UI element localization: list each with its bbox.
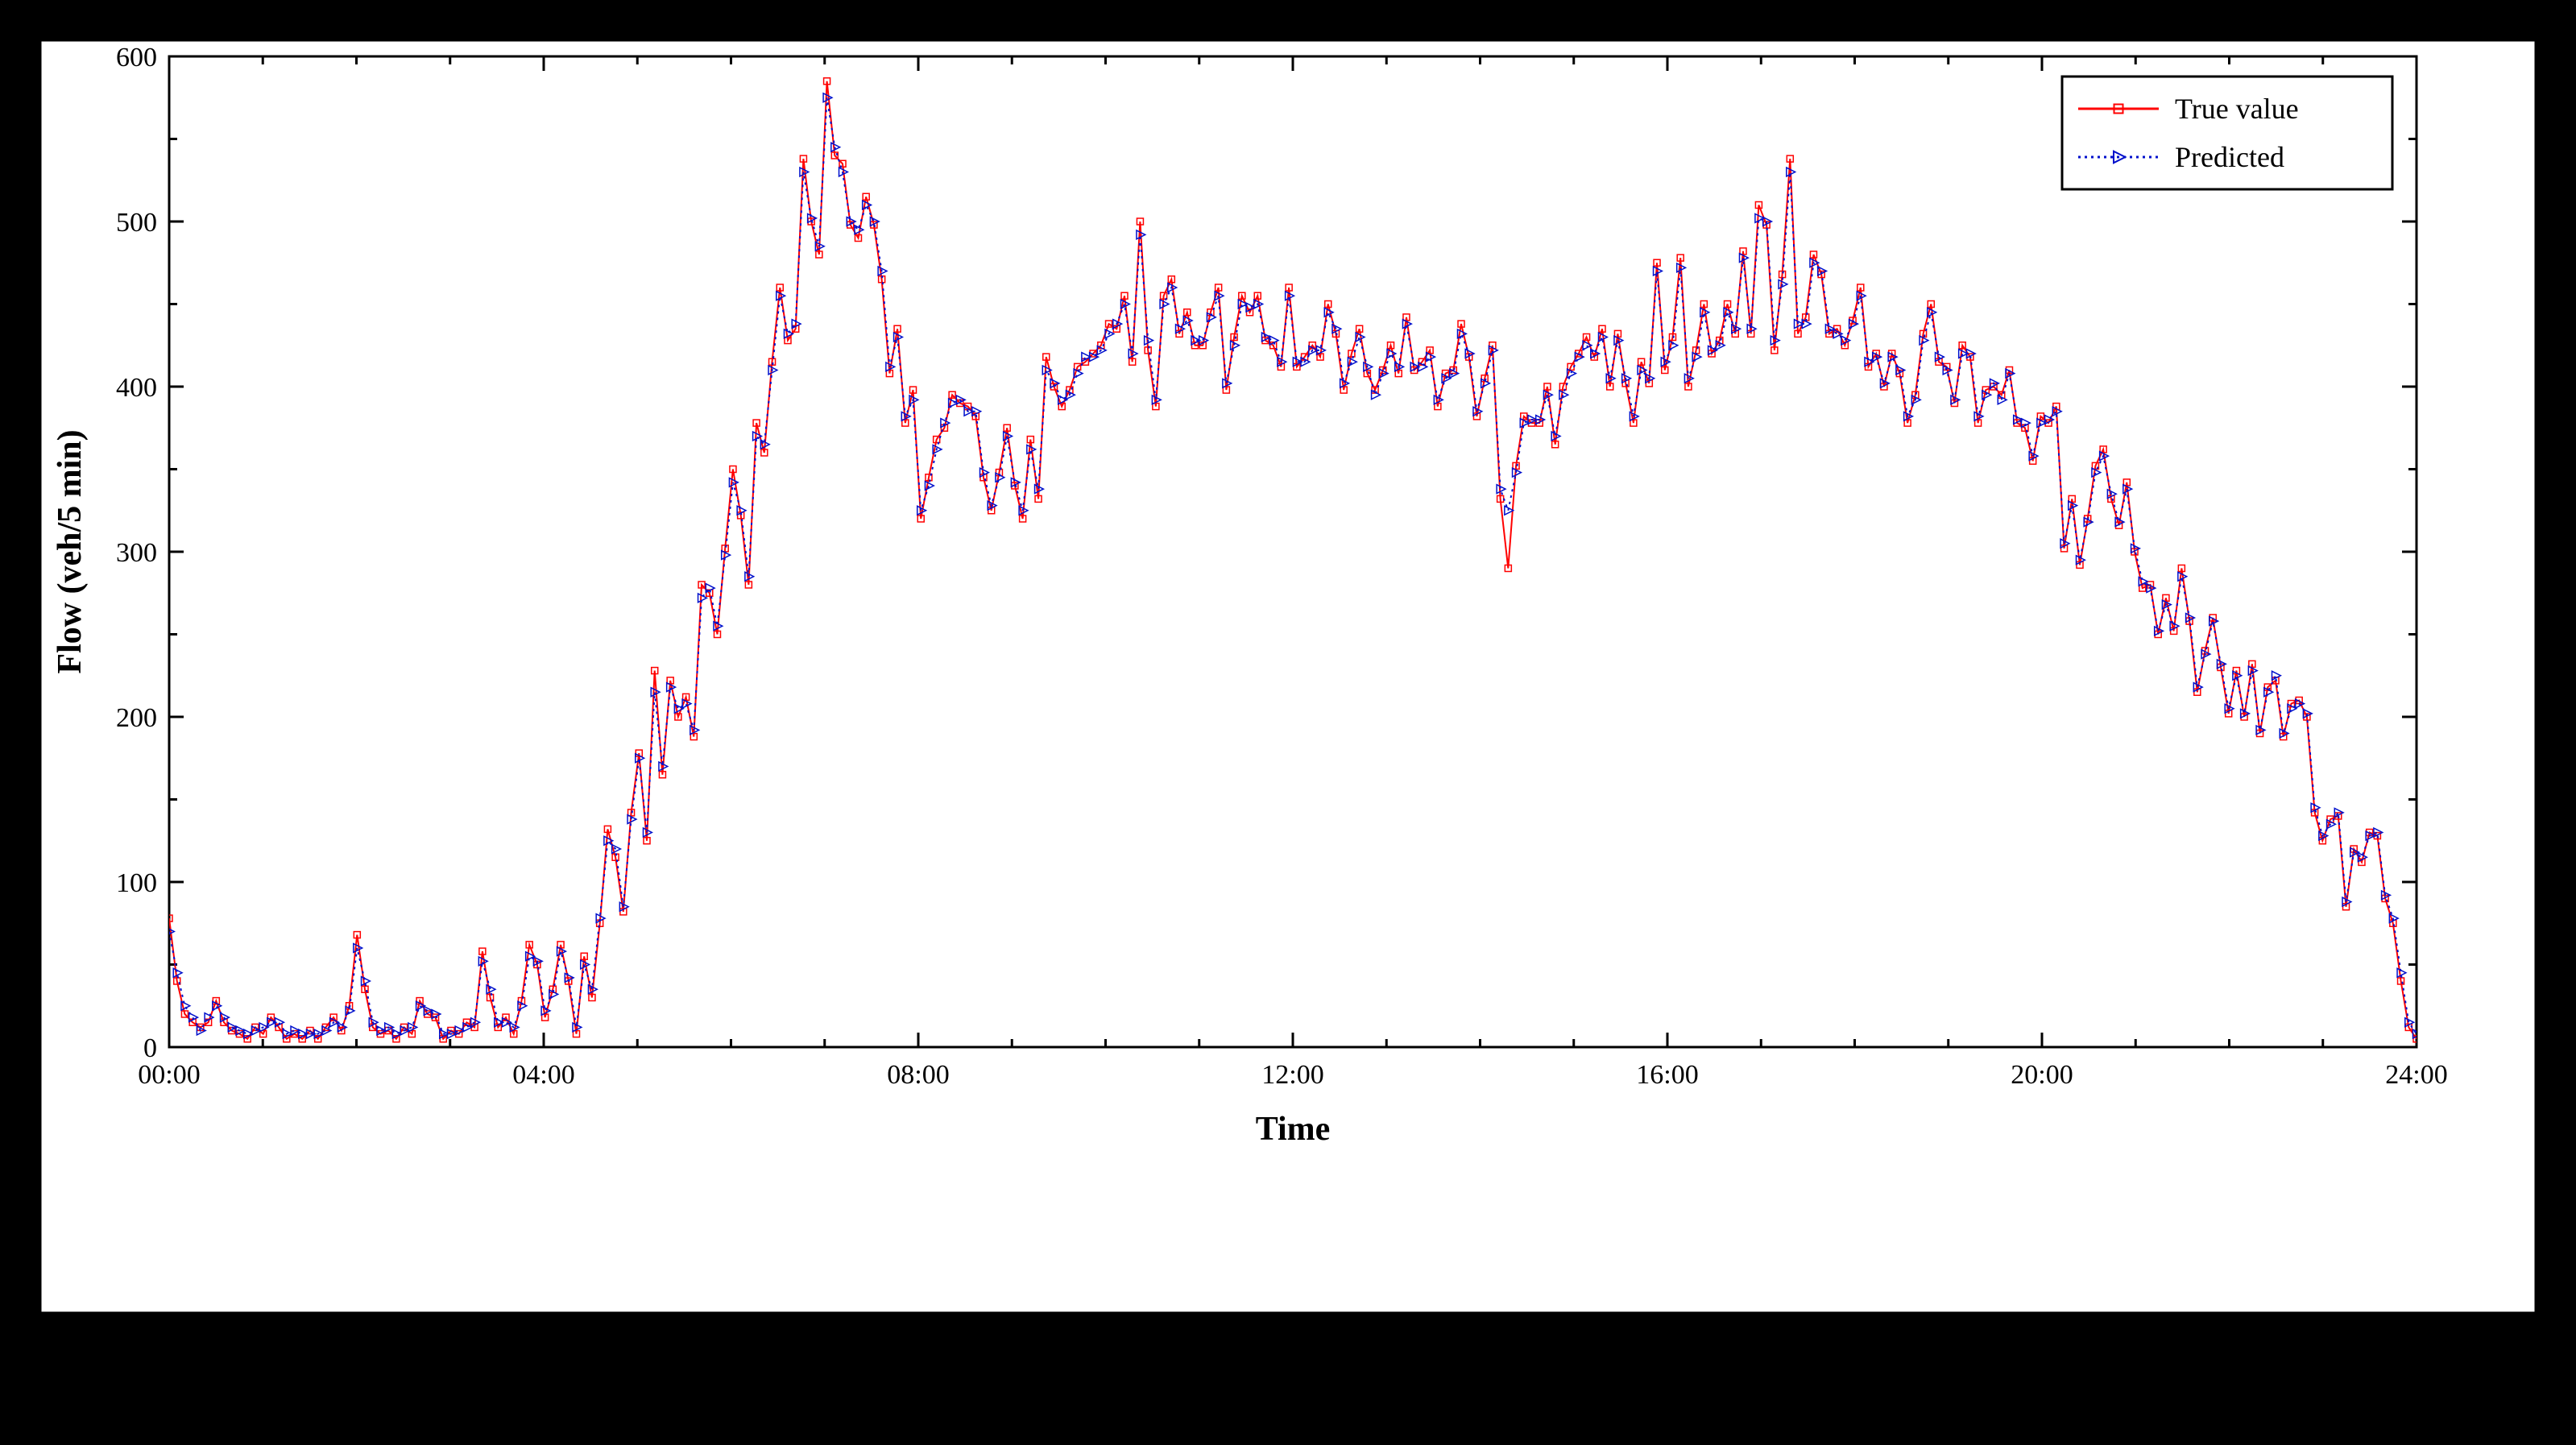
- x-tick-label: 00:00: [138, 1060, 200, 1090]
- x-axis-label: Time: [1256, 1111, 1331, 1148]
- x-tick-label: 12:00: [1261, 1060, 1323, 1090]
- legend-label: Predicted: [2175, 141, 2284, 173]
- x-tick-label: 20:00: [2011, 1060, 2073, 1090]
- y-tick-label: 0: [143, 1033, 157, 1063]
- x-tick-label: 16:00: [1636, 1060, 1698, 1090]
- legend-label: True value: [2175, 93, 2299, 125]
- x-tick-label: 24:00: [2385, 1060, 2447, 1090]
- y-tick-label: 400: [116, 373, 157, 403]
- legend: True value Predicted: [2062, 77, 2392, 189]
- y-tick-label: 200: [116, 703, 157, 733]
- y-axis-label: Flow (veh/5 min): [52, 429, 89, 673]
- x-tick-label: 04:00: [512, 1060, 574, 1090]
- y-tick-label: 600: [116, 43, 157, 72]
- y-tick-label: 100: [116, 868, 157, 898]
- y-tick-label: 300: [116, 538, 157, 568]
- x-tick-label: 08:00: [887, 1060, 949, 1090]
- y-tick-label: 500: [116, 208, 157, 238]
